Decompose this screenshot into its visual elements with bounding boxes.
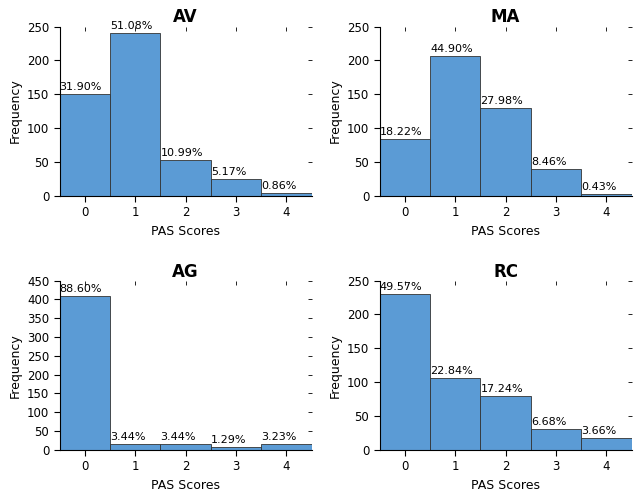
Bar [261, 193, 312, 196]
Bar [161, 160, 211, 196]
Text: 5.17%: 5.17% [211, 168, 246, 177]
Bar [211, 448, 261, 450]
X-axis label: PAS Scores: PAS Scores [151, 478, 220, 492]
Text: 27.98%: 27.98% [481, 96, 523, 106]
Text: 10.99%: 10.99% [161, 148, 203, 158]
Text: 17.24%: 17.24% [481, 384, 523, 394]
Text: 6.68%: 6.68% [531, 416, 566, 426]
Text: 88.60%: 88.60% [60, 284, 102, 294]
Text: 49.57%: 49.57% [380, 282, 422, 292]
Bar [481, 108, 531, 196]
X-axis label: PAS Scores: PAS Scores [151, 224, 220, 237]
Bar [430, 378, 481, 450]
Bar [261, 444, 312, 450]
Y-axis label: Frequency: Frequency [8, 333, 21, 398]
Text: 3.23%: 3.23% [261, 432, 296, 442]
Bar [110, 34, 161, 196]
Bar [430, 56, 481, 196]
Text: 1.29%: 1.29% [211, 436, 246, 446]
X-axis label: PAS Scores: PAS Scores [471, 478, 540, 492]
Text: 0.43%: 0.43% [581, 182, 616, 192]
Title: RC: RC [493, 262, 518, 280]
Y-axis label: Frequency: Frequency [328, 333, 341, 398]
Title: AV: AV [173, 8, 198, 26]
Text: 18.22%: 18.22% [380, 126, 422, 136]
Text: 8.46%: 8.46% [531, 157, 566, 167]
Bar [581, 438, 632, 450]
Bar [380, 294, 430, 450]
Text: 0.86%: 0.86% [261, 181, 296, 191]
Y-axis label: Frequency: Frequency [328, 78, 341, 144]
Text: 3.66%: 3.66% [581, 426, 616, 436]
Text: 3.44%: 3.44% [161, 432, 196, 442]
Bar [60, 94, 110, 196]
X-axis label: PAS Scores: PAS Scores [471, 224, 540, 237]
Bar [60, 296, 110, 450]
Bar [581, 194, 632, 196]
Text: 22.84%: 22.84% [430, 366, 473, 376]
Bar [380, 138, 430, 196]
Bar [110, 444, 161, 450]
Text: 3.44%: 3.44% [110, 432, 145, 442]
Bar [161, 444, 211, 450]
Bar [531, 169, 581, 196]
Text: 31.90%: 31.90% [60, 82, 102, 92]
Title: MA: MA [491, 8, 520, 26]
Bar [531, 428, 581, 450]
Bar [481, 396, 531, 450]
Bar [211, 180, 261, 196]
Y-axis label: Frequency: Frequency [8, 78, 21, 144]
Title: AG: AG [172, 262, 199, 280]
Text: 44.90%: 44.90% [430, 44, 472, 54]
Text: 51.08%: 51.08% [110, 21, 152, 31]
